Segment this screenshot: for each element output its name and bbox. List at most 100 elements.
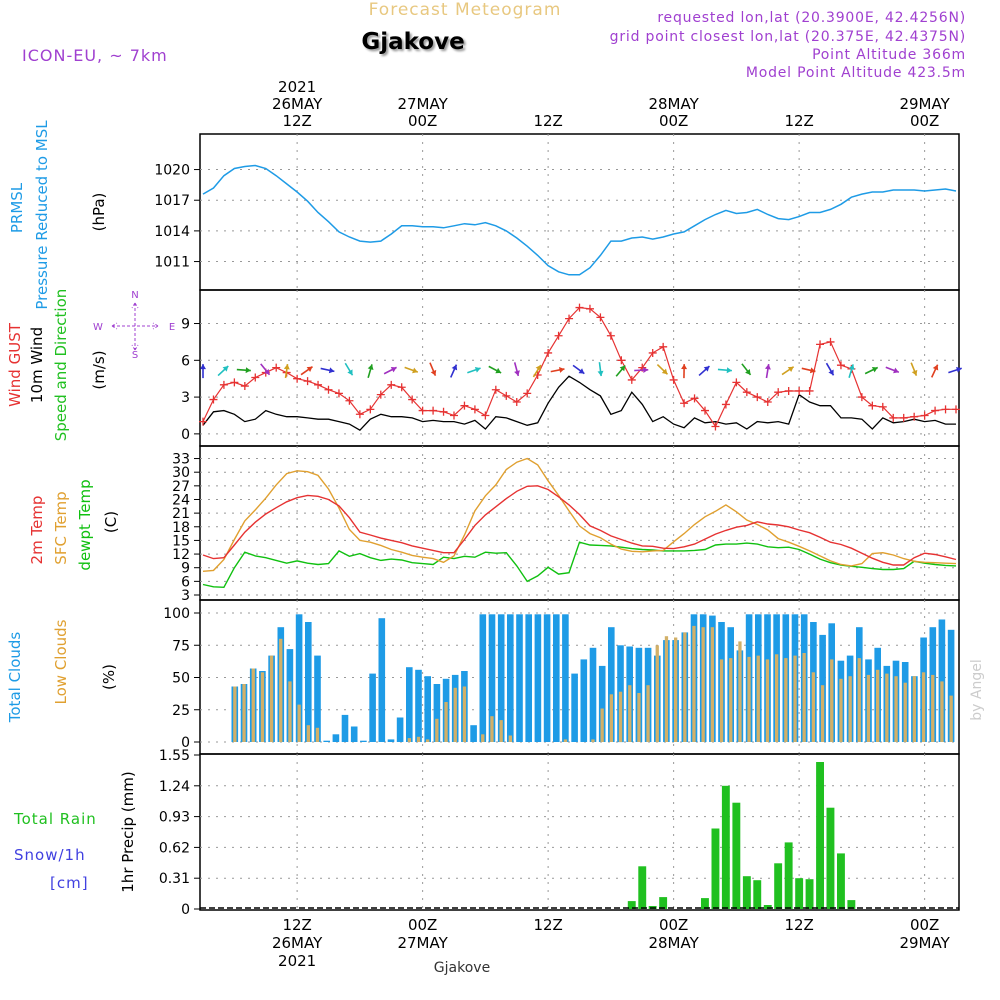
arrow-head (558, 366, 565, 373)
arrow-head (661, 368, 668, 375)
total-cloud-bar (360, 740, 367, 742)
y-tick-label: 15 (172, 533, 190, 549)
arrow-head (703, 366, 710, 372)
arrow-head (848, 364, 855, 371)
low-cloud-bar (499, 720, 503, 742)
top-date-label: 12Z (282, 112, 311, 130)
arrow-head (514, 370, 520, 376)
arrow-head (643, 367, 649, 374)
total-cloud-bar (562, 614, 569, 742)
low-cloud-bar (426, 739, 430, 742)
total-cloud-bar (488, 614, 496, 742)
y-tick-label: 0.62 (159, 840, 190, 856)
total-cloud-bar (295, 614, 303, 742)
wind-direction-arrow (550, 366, 565, 373)
bottom-date-label: 29MAY (899, 934, 950, 952)
pressure-ylabel-1: PRMSL (8, 182, 26, 233)
gust-marker (816, 340, 825, 349)
total-cloud-bar (534, 614, 542, 742)
total-cloud-bar (543, 614, 551, 742)
gust-marker (544, 348, 553, 357)
total-cloud-bar (378, 618, 386, 742)
low-cloud-bar (710, 627, 714, 742)
bottom-date-label: 28MAY (648, 934, 699, 952)
total-cloud-bar (947, 629, 955, 742)
total-cloud-bar (341, 714, 349, 742)
gust-marker (209, 395, 218, 404)
gust-marker (763, 397, 772, 406)
total-cloud-bar (415, 669, 422, 742)
total-cloud-bar (424, 676, 431, 742)
compass-s: S (132, 350, 138, 361)
wind-gust-line (202, 306, 956, 428)
wind-direction-arrow (200, 364, 206, 379)
wind-direction-arrow (825, 362, 835, 376)
rain-bar (805, 879, 814, 909)
gust-marker (272, 363, 281, 372)
low-cloud-bar (784, 658, 788, 742)
rain-bar (837, 853, 845, 909)
rain-bar (816, 762, 824, 909)
gust-marker (753, 393, 762, 402)
gust-marker (314, 380, 323, 389)
bottom-date-label: 00Z (910, 916, 939, 934)
footer-location: Gjakove (434, 960, 490, 976)
gust-marker (826, 337, 835, 346)
low-cloud-bar (857, 658, 861, 742)
gust-marker (366, 405, 375, 414)
low-cloud-bar (600, 708, 604, 742)
low-cloud-bar (260, 672, 265, 742)
total-cloud-bar (470, 725, 477, 742)
arrow-head (451, 364, 458, 371)
low-cloud-bar (820, 685, 825, 742)
sfc-temp-line (202, 457, 957, 572)
arrow-head (367, 364, 374, 370)
low-cloud-bar (453, 687, 457, 742)
precip-label-rain: Total Rain (13, 810, 97, 828)
dewpt-line (202, 541, 957, 589)
low-cloud-bar (306, 725, 310, 742)
temp-2m-line (202, 485, 957, 566)
total-cloud-bar (332, 734, 340, 742)
temp-ylabel-sfc: SFC Temp (52, 491, 70, 564)
total-cloud-bar (525, 614, 532, 742)
clouds-ylabel-low: Low Clouds (52, 619, 70, 704)
compass-arrows (111, 302, 159, 351)
gust-marker (868, 401, 877, 410)
y-tick-label: 1014 (154, 224, 190, 240)
low-cloud-bar (490, 716, 494, 742)
total-cloud-bar (938, 619, 946, 742)
low-cloud-bar (830, 659, 834, 742)
gust-marker (199, 417, 207, 426)
wind-direction-arrow (910, 362, 918, 376)
arrow-head (412, 367, 418, 374)
total-cloud-bar (396, 717, 404, 742)
wind-direction-arrow (404, 366, 419, 374)
wind-speed-line (202, 375, 956, 432)
gust-marker (606, 331, 615, 340)
gust-marker (554, 331, 563, 340)
rain-bar (732, 802, 741, 909)
top-date-label: 28MAY (648, 95, 699, 113)
total-cloud-bar (507, 614, 514, 742)
gust-marker (565, 314, 574, 323)
wind-direction-arrow (236, 367, 251, 374)
low-cloud-bar (921, 672, 926, 742)
y-tick-label: 9 (181, 317, 190, 333)
arrow-head (474, 366, 481, 373)
low-cloud-bar (839, 678, 843, 742)
gust-marker (418, 406, 427, 415)
low-cloud-bar (435, 718, 439, 742)
gust-marker (429, 406, 438, 415)
wind-direction-arrow (429, 362, 437, 376)
rain-bar (784, 842, 793, 909)
top-date-label: 29MAY (899, 95, 950, 113)
pressure-ylabel-2: Pressure Reduced to MSL (33, 120, 51, 310)
gust-marker (324, 385, 333, 394)
low-cloud-bar (508, 735, 512, 742)
wind-direction-arrow (488, 365, 502, 374)
gust-marker (920, 411, 929, 420)
wind-direction-arrow (344, 362, 354, 376)
bottom-date-label: 27MAY (397, 934, 448, 952)
